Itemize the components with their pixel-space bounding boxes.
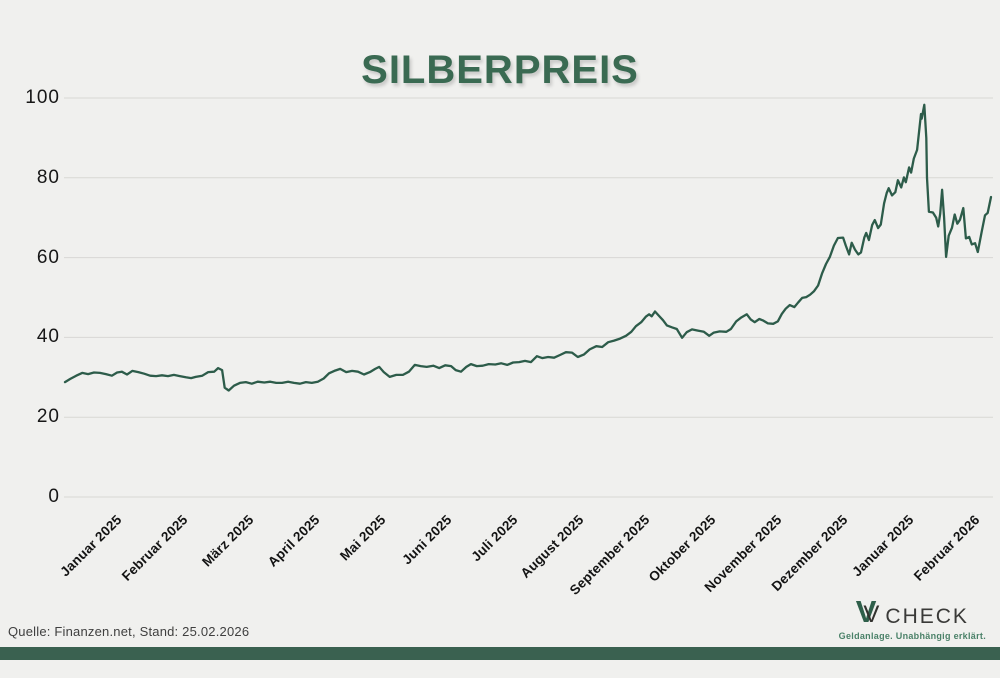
chart-title: SILBERPREIS — [361, 48, 639, 92]
y-axis-tick-label: 40 — [36, 326, 60, 348]
vcheck-wordmark-v: V — [863, 601, 880, 628]
vcheck-logo-v-icon: V — [855, 594, 877, 629]
y-axis-tick-label: 100 — [25, 87, 60, 108]
y-axis-tick-label: 60 — [36, 246, 60, 268]
y-axis-tick-label: 20 — [36, 406, 60, 428]
vcheck-logo: V V CHECK Geldanlage. Unabhängig erklärt. — [839, 596, 986, 641]
y-axis-tick-label: 80 — [36, 166, 60, 188]
source-note: Quelle: Finanzen.net, Stand: 25.02.2026 — [8, 624, 250, 639]
silver-price-line — [63, 103, 993, 392]
vcheck-tagline: Geldanlage. Unabhängig erklärt. — [838, 631, 986, 641]
price-line-chart — [63, 97, 993, 498]
y-axis-tick-label: 0 — [48, 486, 60, 507]
vcheck-wordmark-text: CHECK — [885, 605, 969, 628]
bottom-accent-bar — [0, 647, 1000, 660]
vcheck-wordmark: V V CHECK — [839, 596, 986, 627]
